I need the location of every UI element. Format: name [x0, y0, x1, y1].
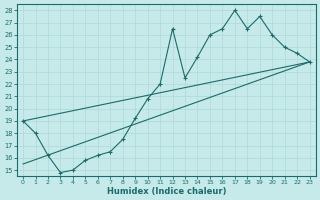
X-axis label: Humidex (Indice chaleur): Humidex (Indice chaleur): [107, 187, 226, 196]
